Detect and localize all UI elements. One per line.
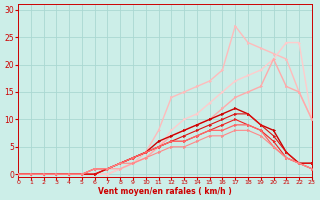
X-axis label: Vent moyen/en rafales ( km/h ): Vent moyen/en rafales ( km/h ) xyxy=(98,187,232,196)
